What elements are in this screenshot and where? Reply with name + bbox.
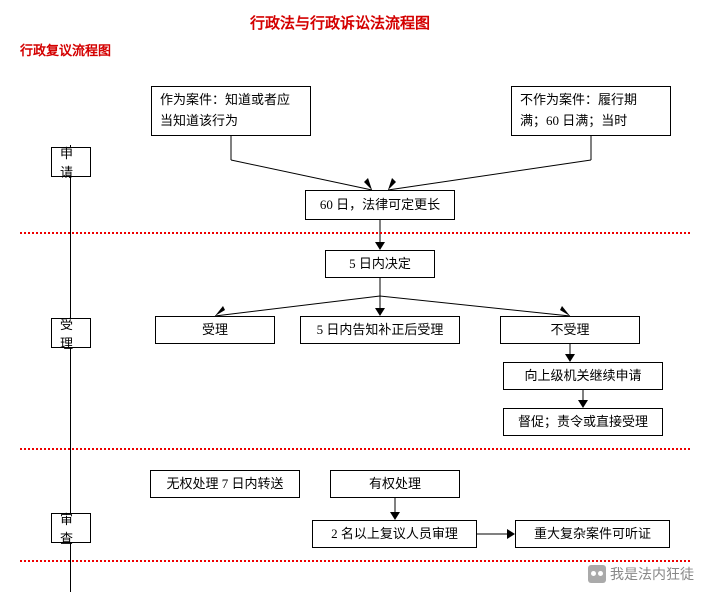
node-n1: 作为案件：知道或者应当知道该行为: [151, 86, 311, 136]
node-n13: 重大复杂案件可听证: [515, 520, 670, 548]
node-n7: 不受理: [500, 316, 640, 344]
sub-title: 行政复议流程图: [20, 40, 111, 59]
main-title: 行政法与行政诉讼法流程图: [250, 12, 430, 33]
node-n5: 受理: [155, 316, 275, 344]
node-n4: 5 日内决定: [325, 250, 435, 278]
stage-accept: 受理: [51, 318, 91, 348]
node-n3: 60 日，法律可定更长: [305, 190, 455, 220]
node-n9: 督促；责令或直接受理: [503, 408, 663, 436]
node-n10: 无权处理 7 日内转送: [150, 470, 300, 498]
wechat-icon: [588, 565, 606, 583]
node-n2: 不作为案件：履行期满；60 日满；当时: [511, 86, 671, 136]
divider-3: [20, 560, 690, 562]
watermark: 我是法内狂徒: [588, 564, 694, 584]
stage-apply: 申请: [51, 147, 91, 177]
stage-review: 审查: [51, 513, 91, 543]
watermark-text: 我是法内狂徒: [610, 564, 694, 584]
node-n12: 2 名以上复议人员审理: [312, 520, 477, 548]
divider-1: [20, 232, 690, 234]
node-n8: 向上级机关继续申请: [503, 362, 663, 390]
node-n11: 有权处理: [330, 470, 460, 498]
divider-2: [20, 448, 690, 450]
node-n6: 5 日内告知补正后受理: [300, 316, 460, 344]
